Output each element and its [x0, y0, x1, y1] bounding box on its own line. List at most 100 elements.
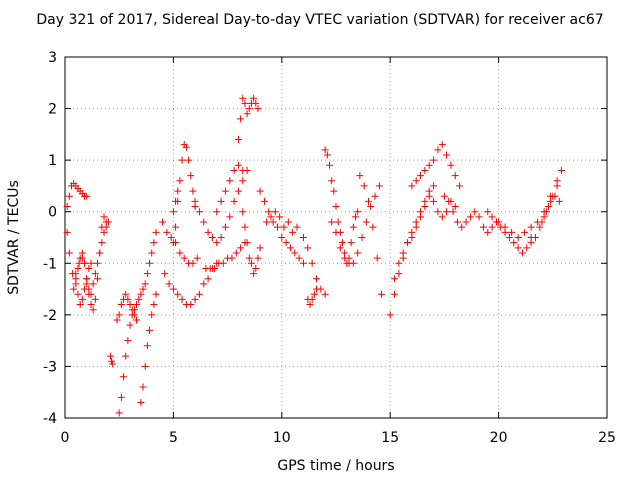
data-point — [243, 110, 251, 118]
data-point — [191, 197, 199, 205]
series-trace-20 — [299, 234, 329, 298]
data-point — [76, 254, 84, 262]
data-point — [85, 264, 93, 272]
data-point — [273, 223, 281, 231]
data-point — [330, 187, 338, 195]
data-point — [531, 234, 539, 241]
data-point — [412, 177, 420, 185]
series-trace-5 — [107, 352, 117, 368]
series-trace-15 — [213, 161, 247, 216]
data-point — [78, 295, 86, 303]
y-tick-label: -3 — [43, 359, 57, 375]
data-point — [488, 223, 496, 231]
data-point — [306, 301, 314, 309]
data-point — [312, 275, 320, 283]
data-point — [193, 254, 201, 262]
data-point — [484, 228, 492, 236]
data-point — [267, 213, 275, 221]
data-point — [295, 254, 303, 262]
x-tick-label: 20 — [490, 430, 508, 446]
data-point — [466, 213, 474, 221]
x-axis-label: GPS time / hours — [277, 458, 394, 474]
y-tick-label: 3 — [48, 50, 57, 66]
data-point — [87, 290, 95, 298]
data-point — [412, 223, 420, 231]
data-point — [239, 208, 247, 216]
data-point — [219, 259, 227, 267]
x-tick-label: 0 — [61, 430, 70, 446]
data-point — [276, 213, 284, 221]
data-point — [178, 295, 186, 303]
data-point — [269, 218, 277, 226]
data-points — [63, 94, 565, 417]
data-point — [447, 161, 455, 169]
data-point — [373, 254, 381, 262]
data-point — [126, 321, 134, 329]
data-point — [76, 301, 84, 309]
data-point — [100, 213, 108, 221]
data-point — [232, 249, 240, 257]
data-point — [72, 270, 80, 278]
data-point — [425, 161, 433, 169]
series-trace-12 — [169, 187, 182, 216]
data-point — [200, 218, 208, 226]
data-point — [217, 234, 225, 241]
data-point — [553, 182, 561, 190]
data-point — [122, 352, 130, 360]
data-point — [282, 239, 290, 247]
data-point — [332, 203, 340, 211]
series-trace-27 — [408, 141, 464, 190]
data-point — [438, 213, 446, 221]
data-point — [167, 234, 175, 241]
data-point — [65, 249, 73, 257]
data-point — [139, 285, 147, 293]
data-point — [150, 301, 158, 309]
data-point — [133, 316, 141, 324]
data-point — [417, 213, 425, 221]
data-point — [169, 208, 177, 216]
data-point — [514, 244, 522, 252]
series-trace-18 — [256, 187, 307, 267]
data-point — [291, 249, 299, 257]
data-point — [113, 316, 121, 324]
data-point — [122, 290, 130, 298]
data-point — [299, 259, 307, 267]
data-point — [237, 115, 245, 123]
data-point — [87, 301, 95, 309]
data-point — [65, 192, 73, 200]
data-point — [328, 218, 336, 226]
data-point — [180, 254, 188, 262]
data-point — [234, 161, 242, 169]
data-point — [117, 301, 125, 309]
data-point — [63, 203, 71, 211]
series-trace-8 — [113, 290, 141, 324]
data-point — [323, 151, 331, 159]
data-point — [271, 208, 279, 216]
data-point — [310, 290, 318, 298]
series-trace-6 — [115, 228, 160, 417]
data-point — [81, 285, 89, 293]
chart-title: Day 321 of 2017, Sidereal Day-to-day VTE… — [36, 12, 604, 28]
data-point — [325, 161, 333, 169]
data-point — [395, 259, 403, 267]
data-point — [321, 146, 329, 154]
data-point — [117, 393, 125, 401]
x-tick-label: 5 — [169, 430, 178, 446]
data-point — [195, 208, 203, 216]
data-point — [213, 239, 221, 247]
data-point — [334, 218, 342, 226]
data-point — [430, 197, 438, 205]
data-point — [161, 270, 169, 278]
series-trace-21 — [304, 285, 320, 309]
data-point — [293, 223, 301, 231]
series-trace-19 — [263, 208, 301, 236]
data-point — [189, 187, 197, 195]
data-point — [321, 290, 329, 298]
data-point — [527, 239, 535, 247]
data-point — [234, 136, 242, 144]
data-point — [254, 254, 262, 262]
x-tick-label: 25 — [598, 430, 616, 446]
data-point — [159, 218, 167, 226]
data-point — [245, 105, 253, 113]
